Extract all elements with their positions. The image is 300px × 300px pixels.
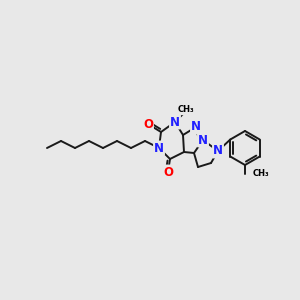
Text: N: N	[154, 142, 164, 154]
Text: N: N	[213, 145, 223, 158]
Text: N: N	[170, 116, 180, 128]
Text: O: O	[163, 166, 173, 178]
Text: CH₃: CH₃	[253, 169, 270, 178]
Text: N: N	[191, 121, 201, 134]
Text: O: O	[143, 118, 153, 130]
Text: N: N	[198, 134, 208, 146]
Text: CH₃: CH₃	[178, 106, 194, 115]
